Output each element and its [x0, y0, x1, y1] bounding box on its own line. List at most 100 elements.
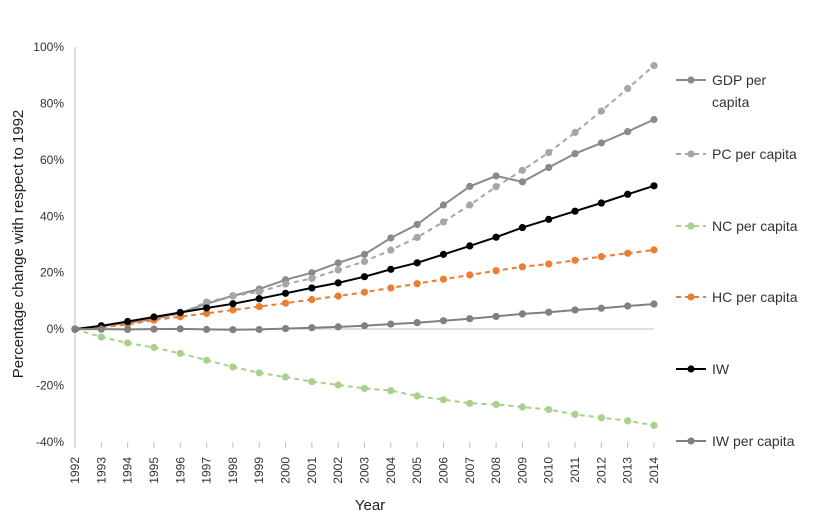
legend-item: PC per capita: [676, 146, 797, 162]
data-point: [624, 302, 632, 310]
legend-label: GDP per capita: [712, 72, 767, 110]
data-point: [387, 246, 395, 254]
y-tick-label: 40%: [40, 209, 64, 223]
data-point: [439, 396, 448, 404]
y-tick-label: 20%: [40, 266, 64, 280]
y-tick-label: 0%: [47, 322, 65, 336]
legend-label: IW: [712, 361, 730, 377]
legend-item: HC per capita: [676, 289, 798, 305]
data-point: [176, 349, 184, 358]
data-point: [571, 256, 579, 264]
x-tick-label: 2011: [568, 457, 582, 483]
data-point: [597, 199, 605, 207]
data-point: [308, 274, 316, 282]
data-point: [466, 242, 474, 250]
data-point: [650, 246, 658, 254]
x-tick-label: 2014: [647, 457, 661, 484]
data-point: [229, 292, 237, 300]
series-line: [74, 328, 655, 427]
data-point: [413, 220, 421, 229]
series: [71, 300, 658, 334]
data-point: [281, 299, 290, 307]
y-tick-label: 80%: [40, 96, 64, 110]
data-point: [308, 378, 316, 386]
legend-label: NC per capita: [712, 218, 798, 234]
data-point: [518, 178, 527, 186]
legend-label: HC per capita: [712, 289, 798, 305]
data-point: [624, 84, 632, 93]
data-point: [518, 310, 527, 318]
legend-marker: [687, 76, 695, 84]
data-point: [545, 163, 553, 172]
x-tick-label: 1994: [121, 457, 135, 484]
data-point: [597, 107, 605, 115]
data-point: [492, 172, 500, 180]
x-tick-label: 2005: [410, 457, 424, 484]
x-tick-label: 1996: [173, 457, 187, 484]
data-point: [202, 356, 211, 364]
data-point: [518, 403, 527, 411]
y-tick-label: -40%: [36, 435, 64, 449]
x-tick-label: 2002: [331, 457, 345, 484]
data-point: [492, 267, 500, 275]
data-point: [571, 306, 579, 314]
x-tick-label: 2010: [542, 457, 556, 484]
data-point: [571, 410, 579, 418]
x-tick-label: 1995: [147, 457, 161, 484]
data-point: [545, 148, 553, 157]
data-point: [255, 288, 263, 296]
y-tick-label: -20%: [36, 379, 64, 393]
data-point: [124, 317, 132, 326]
data-point: [492, 312, 500, 321]
data-point: [255, 295, 263, 303]
data-point: [387, 284, 395, 292]
series-line: [74, 118, 655, 331]
series: [71, 325, 658, 429]
legend-item: IW per capita: [676, 433, 795, 449]
data-point: [202, 304, 211, 312]
data-point: [202, 298, 211, 306]
data-point: [97, 325, 105, 333]
data-point: [308, 269, 316, 277]
data-point: [202, 309, 211, 317]
data-point: [124, 339, 132, 347]
series-group: [71, 62, 658, 429]
data-point: [308, 284, 316, 292]
data-point: [545, 215, 553, 223]
data-point: [229, 300, 237, 308]
y-tick-labels: -40% -20% 0% 20% 40% 60% 80% 100%: [33, 40, 64, 449]
data-point: [360, 288, 369, 296]
data-point: [571, 128, 579, 137]
data-point: [413, 392, 421, 400]
data-point: [360, 273, 369, 281]
legend-marker: [687, 150, 695, 158]
x-tick-label: 2013: [621, 457, 635, 484]
data-point: [597, 304, 605, 312]
data-point: [597, 414, 605, 422]
data-point: [229, 326, 237, 334]
x-tick-label: 1998: [226, 457, 240, 484]
x-tick-label: 2012: [594, 457, 608, 484]
data-point: [439, 218, 448, 226]
data-point: [255, 369, 263, 377]
x-tick-label: 2007: [463, 457, 477, 484]
x-tick-label: 2003: [358, 457, 372, 484]
series: [71, 115, 658, 333]
data-point: [255, 302, 263, 311]
data-point: [387, 234, 395, 242]
data-point: [545, 308, 553, 316]
data-point: [466, 271, 474, 279]
data-point: [571, 150, 579, 158]
data-point: [439, 317, 448, 325]
data-point: [439, 250, 448, 258]
x-tick-label: 1997: [200, 457, 214, 484]
legend: GDP per capita PC per capita NC per capita H…: [676, 72, 798, 449]
x-tick-label: 2009: [515, 457, 529, 484]
data-point: [334, 381, 342, 389]
legend-marker: [687, 293, 695, 301]
data-point: [624, 249, 632, 257]
legend-item: IW: [676, 361, 730, 377]
data-point: [650, 182, 658, 190]
data-point: [597, 253, 605, 261]
data-point: [176, 325, 184, 333]
